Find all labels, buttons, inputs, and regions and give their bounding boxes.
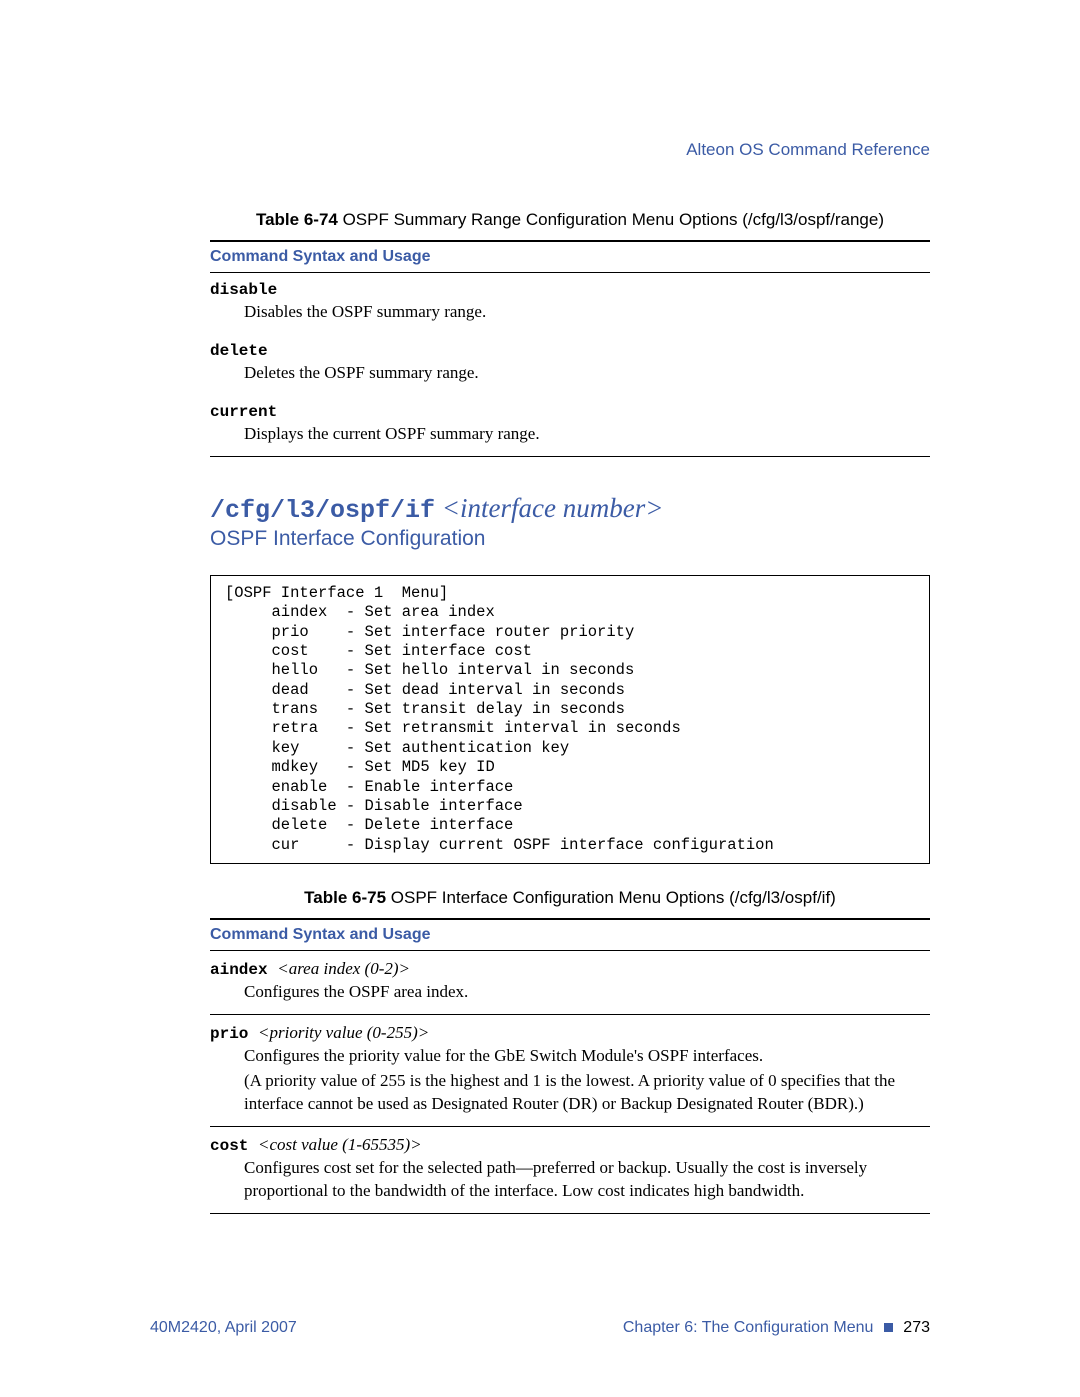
cmd-delete: delete Deletes the OSPF summary range. [210, 334, 930, 395]
table-75-label: Table 6-75 [304, 888, 386, 907]
page-footer: 40M2420, April 2007 Chapter 6: The Confi… [150, 1319, 930, 1337]
cmd-name: aindex [210, 961, 277, 979]
cmd-cost: cost <cost value (1-65535)> Configures c… [210, 1127, 930, 1213]
cmd-desc: Configures cost set for the selected pat… [210, 1157, 930, 1203]
rule [210, 1213, 930, 1214]
cmd-desc: Disables the OSPF summary range. [210, 301, 930, 324]
footer-chapter: Chapter 6: The Configuration Menu [623, 1319, 874, 1336]
cmd-name: current [210, 403, 930, 421]
cmd-desc: (A priority value of 255 is the highest … [210, 1070, 930, 1116]
heading-arg: <interface number> [435, 493, 663, 523]
table-75-title: OSPF Interface Configuration Menu Option… [386, 888, 836, 907]
cmd-param: <cost value (1-65535)> [258, 1135, 422, 1154]
section-heading: /cfg/l3/ospf/if <interface number> [210, 493, 930, 525]
square-bullet-icon [884, 1323, 893, 1332]
cmd-name: delete [210, 342, 930, 360]
cmd-desc: Deletes the OSPF summary range. [210, 362, 930, 385]
footer-right: Chapter 6: The Configuration Menu 273 [623, 1319, 930, 1337]
page-number: 273 [903, 1319, 930, 1336]
table-74-caption: Table 6-74 OSPF Summary Range Configurat… [210, 210, 930, 230]
cmd-desc: Configures the priority value for the Gb… [210, 1045, 930, 1068]
running-header: Alteon OS Command Reference [210, 140, 930, 160]
cmd-desc: Displays the current OSPF summary range. [210, 423, 930, 446]
footer-left: 40M2420, April 2007 [150, 1319, 297, 1337]
cmd-aindex: aindex <area index (0-2)> Configures the… [210, 951, 930, 1014]
cmd-param: <priority value (0-255)> [258, 1023, 429, 1042]
menu-listing: [OSPF Interface 1 Menu] aindex - Set are… [210, 575, 930, 864]
table-75-caption: Table 6-75 OSPF Interface Configuration … [210, 888, 930, 908]
page: Alteon OS Command Reference Table 6-74 O… [0, 0, 1080, 1397]
cmd-param: <area index (0-2)> [277, 959, 410, 978]
cmd-disable: disable Disables the OSPF summary range. [210, 273, 930, 334]
cmd-name: prio [210, 1025, 258, 1043]
cmd-current: current Displays the current OSPF summar… [210, 395, 930, 456]
section-subheading: OSPF Interface Configuration [210, 527, 930, 551]
cmd-prio: prio <priority value (0-255)> Configures… [210, 1015, 930, 1126]
table-74-column-header: Command Syntax and Usage [210, 242, 930, 272]
cmd-name: cost [210, 1137, 258, 1155]
rule [210, 456, 930, 457]
heading-path: /cfg/l3/ospf/if [210, 496, 435, 525]
cmd-name: disable [210, 281, 930, 299]
cmd-desc: Configures the OSPF area index. [210, 981, 930, 1004]
table-74-label: Table 6-74 [256, 210, 338, 229]
table-75-column-header: Command Syntax and Usage [210, 920, 930, 950]
table-74-title: OSPF Summary Range Configuration Menu Op… [338, 210, 884, 229]
